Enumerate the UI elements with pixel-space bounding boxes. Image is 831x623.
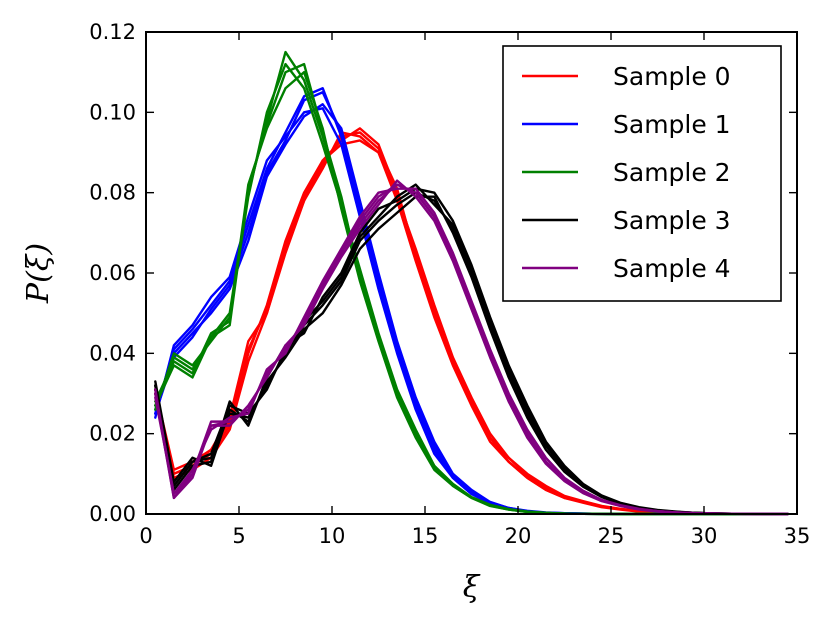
y-tick-label: 0.06 [89, 261, 136, 285]
x-tick-label: 30 [691, 524, 718, 548]
x-tick-label: 35 [784, 524, 811, 548]
x-tick-label: 15 [412, 524, 439, 548]
x-axis-label: ξ [463, 570, 481, 605]
y-tick-label: 0.04 [89, 341, 136, 365]
legend-label-4: Sample 4 [613, 254, 731, 283]
y-tick-label: 0.08 [89, 181, 136, 205]
legend-label-1: Sample 1 [613, 110, 731, 139]
y-tick-label: 0.10 [89, 100, 136, 124]
legend: Sample 0 Sample 1 Sample 2 Sample 3 Sample 4 [502, 45, 782, 302]
y-tick-label: 0.02 [89, 422, 136, 446]
y-axis-label: P(ξ) [21, 243, 56, 304]
series-layer [154, 50, 789, 516]
y-tick-label: 0.00 [89, 502, 136, 526]
legend-frame [502, 45, 782, 302]
legend-label-2: Sample 2 [613, 158, 731, 187]
x-tick-label: 10 [319, 524, 346, 548]
tick-labels: 0 5 10 15 20 25 30 35 0.00 0.02 0.04 0.06 0.08 0.10 0.… [89, 20, 810, 548]
y-tick-label: 0.12 [89, 20, 136, 44]
legend-label-3: Sample 3 [613, 206, 731, 235]
ticks-layer [145, 31, 798, 515]
x-tick-label: 5 [232, 524, 245, 548]
x-tick-label: 0 [139, 524, 152, 548]
x-tick-label: 25 [598, 524, 625, 548]
legend-entries: Sample 0 Sample 1 Sample 2 Sample 3 Sample 4 [522, 62, 731, 283]
series-4-run-3-line [154, 183, 789, 516]
legend-label-0: Sample 0 [613, 62, 731, 91]
x-tick-label: 20 [505, 524, 532, 548]
